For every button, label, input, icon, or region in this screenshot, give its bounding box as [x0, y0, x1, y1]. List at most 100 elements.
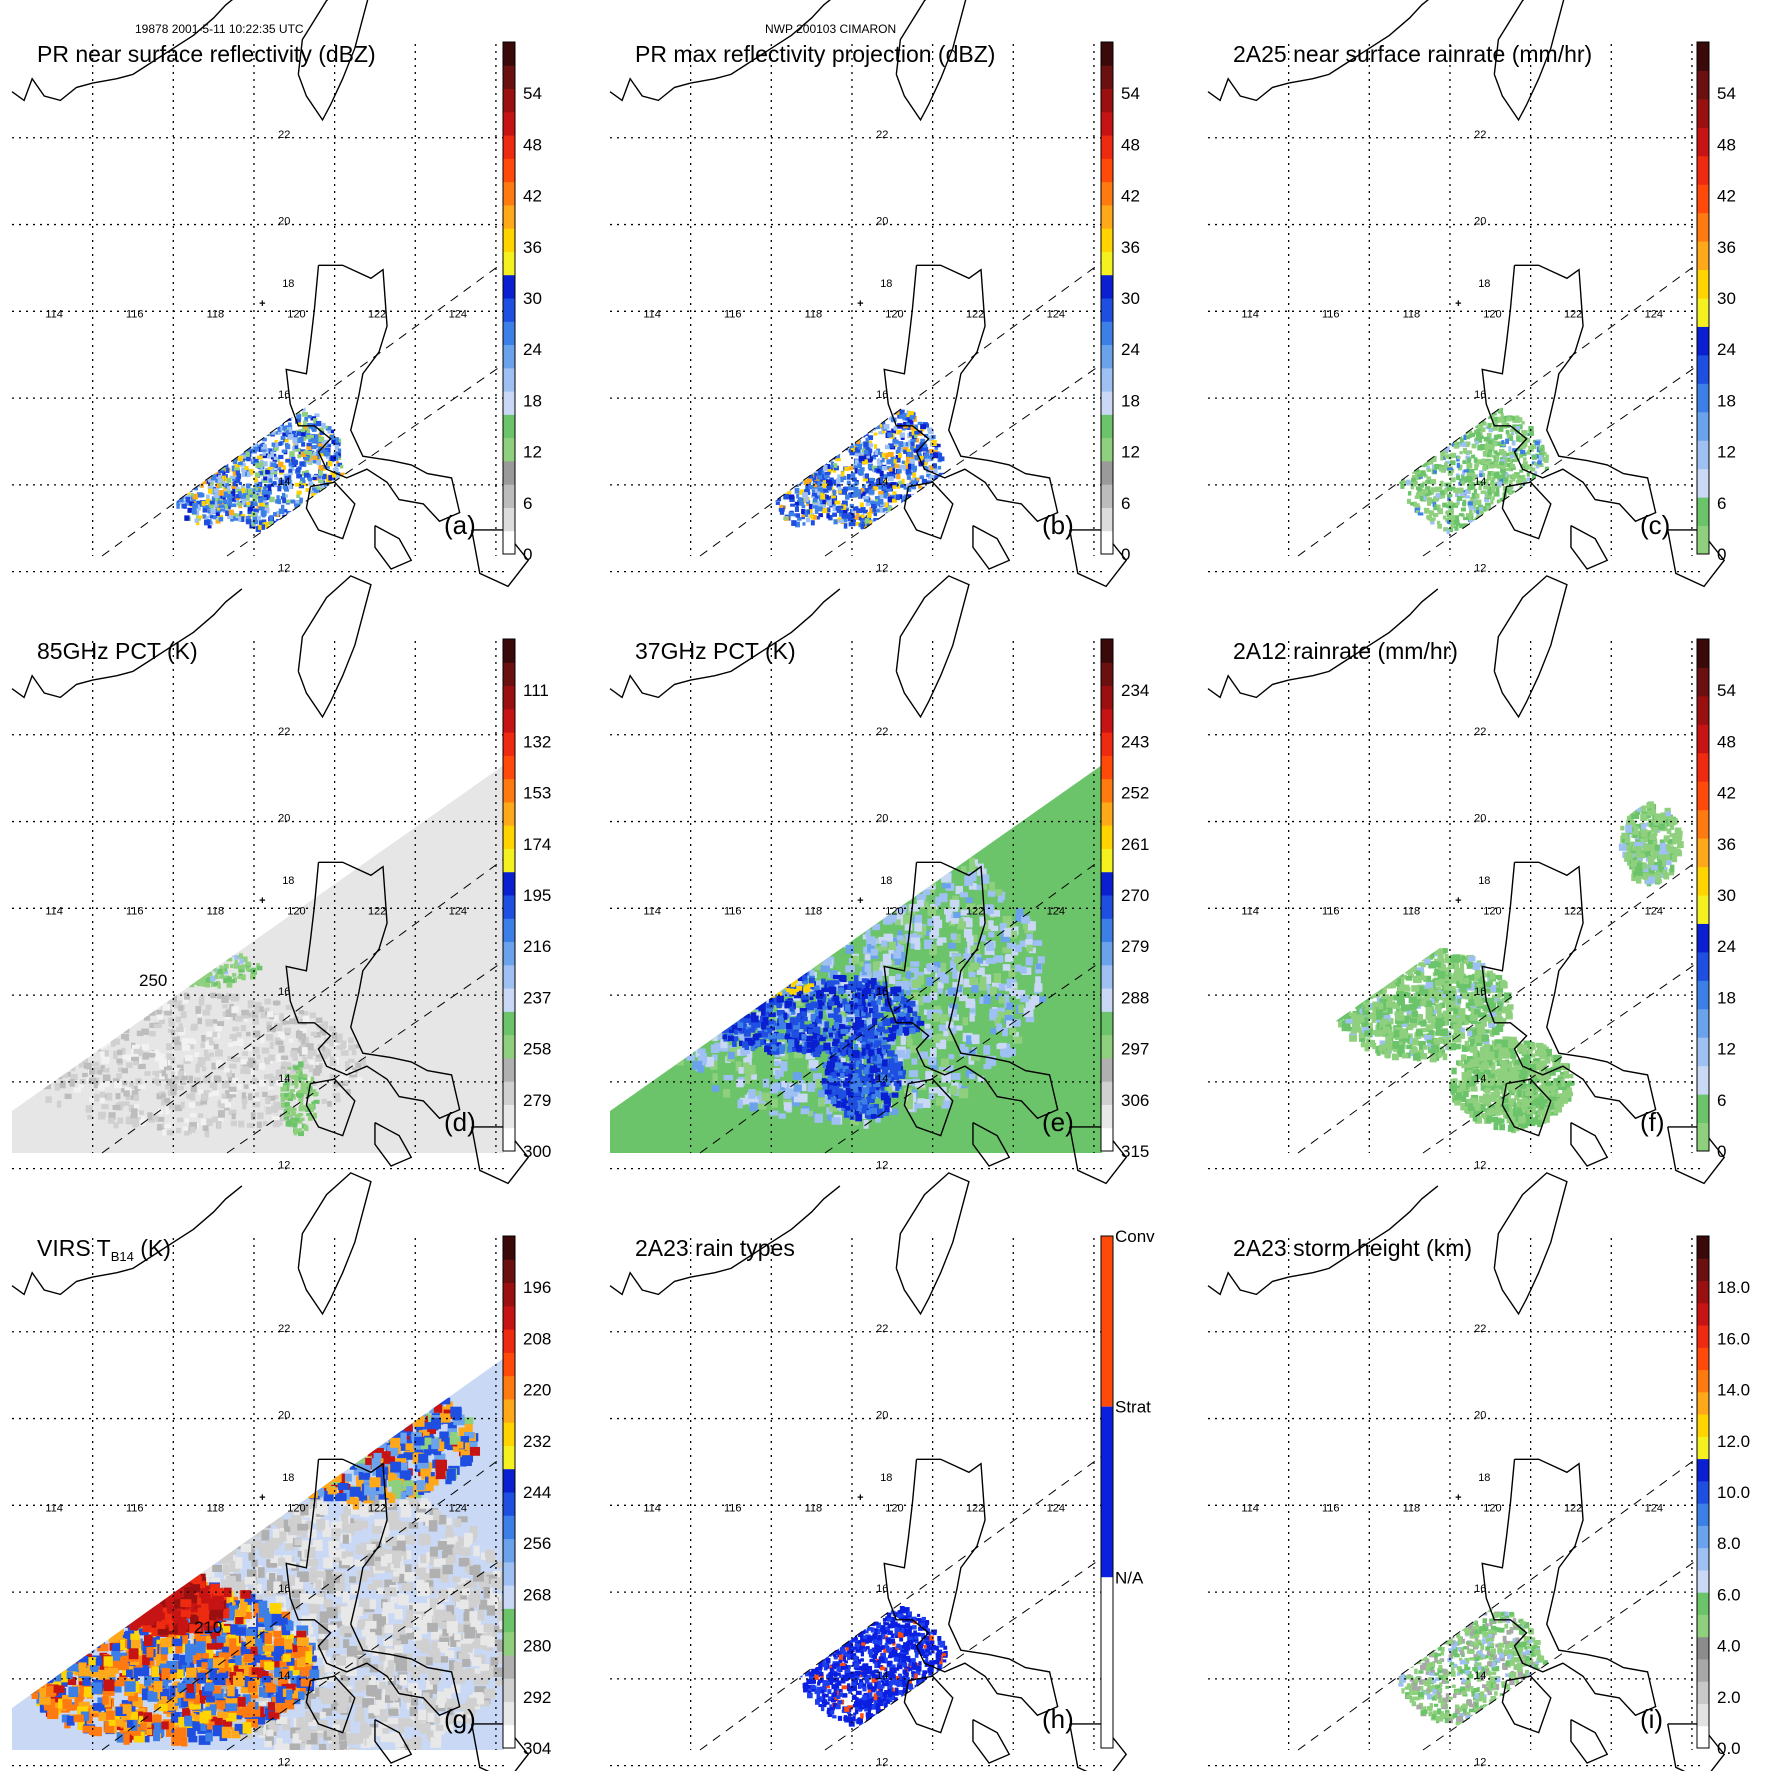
- echo-pixel: [1406, 443, 1413, 450]
- echo-pixel: [842, 475, 847, 481]
- echo-pixel: [914, 480, 919, 485]
- echo-pixel: [1480, 532, 1485, 539]
- echo-pixel: [862, 459, 868, 465]
- echo-pixel: [214, 493, 219, 497]
- echo-pixel: [1466, 462, 1473, 469]
- echo-pixel: [1524, 496, 1529, 502]
- echo-pixel: [782, 477, 788, 482]
- echo-pixel: [261, 444, 267, 450]
- echo-pixel: [327, 1100, 332, 1107]
- echo-pixel: [1421, 422, 1426, 429]
- echo-pixel: [905, 483, 911, 488]
- echo-pixel: [156, 1014, 164, 1020]
- echo-pixel: [1505, 467, 1511, 471]
- colorbar-segment: [503, 65, 515, 90]
- echo-pixel: [701, 1021, 712, 1031]
- echo-pixel: [812, 455, 817, 460]
- echo-pixel: [1462, 447, 1467, 453]
- echo-pixel: [914, 430, 920, 435]
- echo-pixel: [298, 1046, 304, 1052]
- echo-pixel: [133, 1048, 142, 1054]
- echo-pixel: [663, 1036, 671, 1044]
- echo-pixel: [176, 1064, 184, 1071]
- colorbar-segment: [1697, 127, 1709, 157]
- echo-pixel: [1413, 431, 1418, 437]
- echo-pixel: [811, 514, 815, 520]
- echo-pixel: [820, 493, 825, 500]
- echo-pixel: [859, 442, 865, 446]
- echo-pixel: [41, 1038, 47, 1046]
- echo-pixel: [957, 976, 963, 985]
- echo-pixel: [1454, 525, 1459, 531]
- colorbar-segment: [1101, 251, 1113, 276]
- colorbar-segment: [1697, 525, 1709, 555]
- echo-pixel: [1441, 494, 1446, 499]
- echo-pixel: [290, 1111, 297, 1117]
- echo-pixel: [289, 451, 295, 457]
- echo-pixel: [1487, 471, 1492, 476]
- echo-pixel: [1496, 499, 1501, 504]
- echo-pixel: [1451, 442, 1456, 447]
- echo-pixel: [941, 1099, 951, 1109]
- echo-pixel: [182, 1126, 189, 1131]
- echo-pixel: [1521, 429, 1527, 436]
- echo-pixel: [980, 960, 989, 967]
- echo-pixel: [812, 505, 818, 509]
- echo-pixel: [1414, 507, 1420, 513]
- echo-pixel: [1499, 497, 1505, 501]
- echo-pixel: [1463, 516, 1469, 521]
- echo-pixel: [810, 443, 816, 447]
- echo-pixel: [215, 483, 220, 488]
- echo-pixel: [834, 444, 838, 450]
- echo-pixel: [1431, 450, 1435, 456]
- echo-pixel: [245, 1031, 251, 1037]
- echo-pixel: [323, 504, 328, 508]
- echo-pixel: [803, 444, 808, 450]
- echo-pixel: [777, 933, 786, 942]
- echo-pixel: [219, 452, 224, 456]
- echo-pixel: [817, 427, 822, 434]
- echo-pixel: [174, 1045, 181, 1051]
- echo-pixel: [282, 519, 289, 526]
- echo-pixel: [660, 1037, 668, 1044]
- echo-pixel: [341, 1080, 348, 1086]
- echo-pixel: [1411, 477, 1416, 482]
- echo-pixel: [331, 439, 336, 444]
- echo-pixel: [252, 1046, 260, 1054]
- echo-pixel: [687, 1025, 697, 1034]
- echo-pixel: [1429, 510, 1435, 516]
- echo-pixel: [813, 515, 817, 520]
- echo-pixel: [1538, 446, 1542, 451]
- echo-pixel: [903, 447, 909, 451]
- echo-pixel: [113, 1050, 118, 1059]
- echo-pixel: [1465, 408, 1472, 414]
- echo-pixel: [1443, 527, 1449, 532]
- echo-pixel: [698, 972, 704, 982]
- echo-pixel: [194, 446, 201, 451]
- echo-pixel: [1450, 477, 1456, 483]
- echo-pixel: [1491, 482, 1497, 489]
- echo-pixel: [235, 488, 242, 493]
- echo-pixel: [1515, 515, 1520, 521]
- echo-pixel: [280, 495, 286, 500]
- echo-pixel: [1476, 506, 1482, 513]
- echo-pixel: [1410, 502, 1414, 506]
- echo-pixel: [856, 439, 860, 444]
- echo-pixel: [158, 1125, 165, 1130]
- echo-pixel: [822, 448, 827, 452]
- echo-pixel: [856, 508, 863, 513]
- echo-pixel: [166, 976, 172, 981]
- echo-pixel: [922, 888, 931, 896]
- echo-pixel: [273, 1101, 279, 1108]
- echo-pixel: [906, 494, 912, 500]
- colorbar-segment: [1101, 228, 1113, 252]
- echo-pixel: [1412, 501, 1417, 507]
- echo-pixel: [270, 1105, 279, 1113]
- echo-pixel: [255, 445, 261, 449]
- echo-pixel: [859, 452, 865, 456]
- echo-pixel: [828, 447, 834, 452]
- echo-pixel: [213, 515, 217, 520]
- echo-pixel: [872, 923, 880, 931]
- echo-pixel: [190, 476, 195, 482]
- echo-pixel: [231, 465, 235, 472]
